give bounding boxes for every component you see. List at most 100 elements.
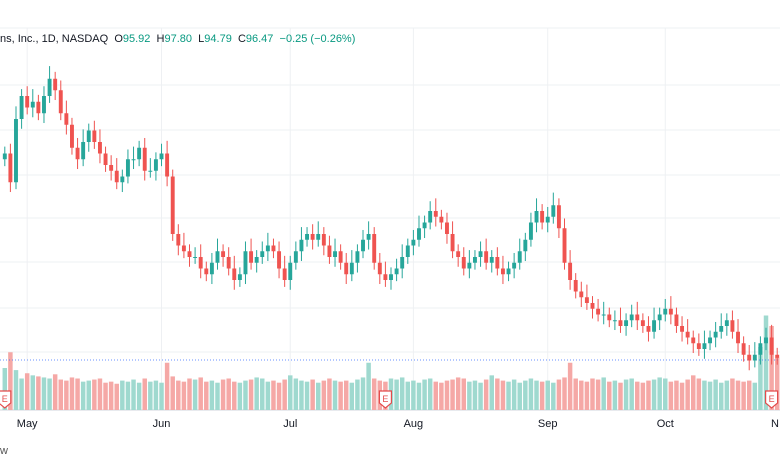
candle-body (640, 320, 645, 326)
volume-bar (562, 377, 567, 410)
volume-bar (590, 378, 595, 410)
candle-body (383, 274, 388, 280)
volume-bar (539, 381, 545, 410)
candle-body (221, 251, 226, 257)
volume-bar (584, 381, 590, 410)
candle-body (42, 96, 46, 114)
candle-body (691, 337, 696, 344)
candle-body (265, 245, 270, 252)
candle-body (97, 142, 102, 154)
volume-bar (601, 377, 606, 410)
candle-body (86, 130, 91, 142)
volume-bar (315, 382, 321, 410)
candle-body (159, 153, 164, 160)
volume-bar (439, 382, 444, 410)
candle-body (142, 147, 147, 171)
candle-body (411, 239, 416, 246)
candle-body (428, 211, 433, 223)
candle-body (193, 257, 198, 258)
candle-body (551, 205, 556, 217)
volume-bar (769, 326, 774, 410)
volume-bar (220, 379, 226, 410)
volume-bar (47, 378, 52, 410)
volume-bar (237, 382, 243, 410)
volume-bar (64, 380, 69, 410)
candle-body (204, 268, 209, 275)
volume-bar (13, 370, 19, 410)
close-value: 96.47 (245, 33, 274, 45)
volume-bar (58, 379, 64, 410)
volume-bar (142, 378, 147, 410)
time-axis-label: Sep (538, 418, 558, 430)
candle-body (730, 320, 735, 332)
volume-bar (254, 377, 259, 410)
candle-body (181, 245, 186, 252)
volume-bar (679, 382, 685, 410)
candle-body (400, 257, 405, 269)
volume-bar (646, 380, 651, 410)
candle-body (125, 159, 130, 177)
volume-bar (136, 382, 142, 410)
volume-bar (366, 362, 371, 410)
candle-body (775, 354, 780, 358)
candle-body (64, 113, 69, 125)
candle-body (467, 262, 472, 269)
time-axis-label: Jun (153, 418, 171, 430)
volume-bar (455, 377, 461, 410)
candle-body (153, 159, 158, 171)
candle-body (120, 176, 125, 183)
candle-body (708, 337, 712, 344)
volume-bar (265, 381, 271, 410)
candle-body (405, 245, 410, 257)
volume-bar (399, 377, 405, 410)
volume-bar (735, 380, 741, 410)
volume-bar (511, 379, 517, 410)
volume-bar (612, 380, 618, 410)
open-label: O (114, 33, 123, 45)
volume-bar (209, 380, 215, 410)
volume-bar (232, 381, 237, 410)
open-value: 95.92 (122, 33, 151, 45)
candle-body (170, 176, 175, 234)
candle-body (534, 211, 539, 223)
candle-body (702, 343, 707, 349)
volume-bar (495, 378, 500, 410)
candle-body (484, 251, 489, 263)
volume-bar (198, 377, 203, 410)
candle-body (489, 257, 494, 263)
candle-body (310, 234, 315, 240)
volume-bar (478, 382, 483, 410)
volume-bar (523, 380, 528, 410)
volume-bar (623, 379, 629, 410)
volume-bar (718, 382, 724, 410)
volume-bar (192, 379, 198, 410)
candle-body (321, 234, 326, 246)
volume-bar (461, 378, 467, 410)
volume-bar (371, 378, 377, 410)
volume-bar (411, 380, 416, 410)
candle-body (713, 331, 718, 338)
low-value: 94.79 (204, 33, 232, 45)
low-label: L (198, 33, 205, 45)
volume-bar (741, 381, 746, 410)
candle-body (657, 314, 662, 321)
earnings-marker (0, 390, 12, 409)
candle-body (562, 228, 567, 263)
volume-bar (450, 379, 455, 410)
candle-body (355, 251, 360, 263)
volume-bar (724, 380, 730, 410)
volume-bar (125, 381, 131, 410)
candle-body (282, 268, 287, 280)
volume-bar (707, 381, 713, 410)
volume-bar (271, 380, 276, 410)
earnings-marker-label: E (769, 394, 775, 404)
candle-body (668, 308, 673, 315)
volume-bar (730, 378, 735, 410)
volume-bar (288, 375, 293, 410)
candle-body (36, 101, 41, 114)
candle-body (327, 245, 332, 257)
high-value: 97.80 (164, 33, 193, 45)
volume-bar (103, 382, 108, 410)
volume-bar (746, 380, 752, 410)
